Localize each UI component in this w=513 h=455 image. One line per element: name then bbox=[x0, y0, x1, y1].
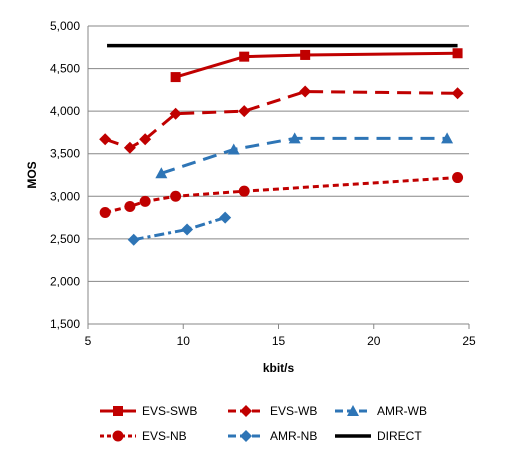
data-point-evs-nb bbox=[452, 172, 464, 184]
x-tick-label: 10 bbox=[177, 334, 191, 348]
legend-marker-amr-nb bbox=[240, 430, 252, 442]
data-point-evs-nb bbox=[99, 206, 111, 218]
legend-label-evs-wb: EVS-WB bbox=[270, 404, 317, 418]
data-point-evs-nb bbox=[139, 195, 151, 207]
y-tick-label: 2,000 bbox=[50, 274, 80, 288]
x-tick-label: 20 bbox=[367, 334, 381, 348]
data-point-amr-wb bbox=[441, 132, 454, 144]
series-amr-nb bbox=[127, 211, 232, 246]
data-point-evs-wb bbox=[123, 141, 136, 154]
y-tick-labels: 1,500 2,000 2,500 3,000 3,500 4,000 4,500 5,000 bbox=[50, 19, 80, 331]
data-point-evs-nb bbox=[238, 185, 250, 197]
legend-item-direct: DIRECT bbox=[335, 429, 422, 443]
legend-item-evs-wb: EVS-WB bbox=[228, 404, 317, 418]
legend-label-amr-wb: AMR-WB bbox=[377, 404, 427, 418]
x-tick-labels: 5 10 15 20 25 bbox=[85, 334, 476, 348]
legend-label-amr-nb: AMR-NB bbox=[270, 429, 317, 443]
legend-label-direct: DIRECT bbox=[377, 429, 422, 443]
y-axis-title: MOS bbox=[25, 161, 39, 188]
x-tick-label: 25 bbox=[462, 334, 476, 348]
series-line-amr-wb bbox=[160, 136, 448, 175]
data-point-evs-swb bbox=[170, 72, 181, 83]
data-point-evs-wb bbox=[299, 85, 312, 98]
series-evs-wb bbox=[99, 85, 464, 154]
legend-item-evs-nb: EVS-NB bbox=[100, 429, 187, 443]
y-tick-label: 4,500 bbox=[50, 62, 80, 76]
y-tick-label: 4,000 bbox=[50, 104, 80, 118]
legend-label-evs-swb: EVS-SWB bbox=[142, 404, 197, 418]
data-point-evs-wb bbox=[238, 105, 251, 118]
data-point-evs-wb bbox=[99, 133, 112, 146]
y-tick-label: 3,500 bbox=[50, 147, 80, 161]
legend-marker-evs-nb bbox=[112, 430, 124, 442]
data-point-evs-swb bbox=[452, 48, 463, 59]
legend-item-amr-nb: AMR-NB bbox=[228, 429, 317, 443]
y-tick-label: 5,000 bbox=[50, 19, 80, 33]
data-point-amr-wb bbox=[227, 143, 240, 155]
data-point-evs-wb bbox=[169, 107, 182, 120]
data-point-amr-wb bbox=[288, 132, 301, 144]
series-amr-wb bbox=[155, 132, 454, 179]
legend-item-evs-swb: EVS-SWB bbox=[100, 404, 197, 418]
data-point-amr-nb bbox=[219, 211, 232, 224]
x-axis-title: kbit/s bbox=[263, 361, 295, 375]
y-tick-label: 3,000 bbox=[50, 189, 80, 203]
series-evs-swb bbox=[170, 48, 463, 83]
data-point-amr-nb bbox=[127, 233, 140, 246]
y-tick-label: 1,500 bbox=[50, 317, 80, 331]
data-point-evs-nb bbox=[124, 201, 136, 213]
data-point-evs-swb bbox=[300, 49, 311, 60]
legend-marker-amr-wb bbox=[347, 405, 359, 416]
series-line-amr-nb bbox=[133, 216, 226, 242]
legend-label-evs-nb: EVS-NB bbox=[142, 429, 187, 443]
data-point-evs-swb bbox=[239, 51, 250, 62]
data-point-evs-wb bbox=[139, 133, 152, 146]
data-point-amr-nb bbox=[181, 223, 194, 236]
series-line-evs-swb bbox=[175, 51, 458, 79]
legend: EVS-SWB EVS-WB AMR-WB EVS-NB AMR-NB DIRECT bbox=[100, 404, 427, 443]
data-point-evs-wb bbox=[451, 87, 464, 100]
data-point-amr-wb bbox=[155, 167, 168, 179]
legend-marker-evs-wb bbox=[240, 405, 252, 417]
gridlines bbox=[88, 25, 469, 325]
x-tick-label: 5 bbox=[85, 334, 92, 348]
data-point-evs-nb bbox=[170, 190, 182, 202]
legend-item-amr-wb: AMR-WB bbox=[335, 404, 427, 418]
x-tick-label: 15 bbox=[272, 334, 286, 348]
series-line-evs-nb bbox=[104, 176, 458, 214]
legend-marker-evs-swb bbox=[113, 406, 123, 416]
series-evs-nb bbox=[99, 172, 464, 218]
series-layer bbox=[99, 43, 464, 246]
axes bbox=[87, 26, 470, 329]
y-tick-label: 2,500 bbox=[50, 232, 80, 246]
